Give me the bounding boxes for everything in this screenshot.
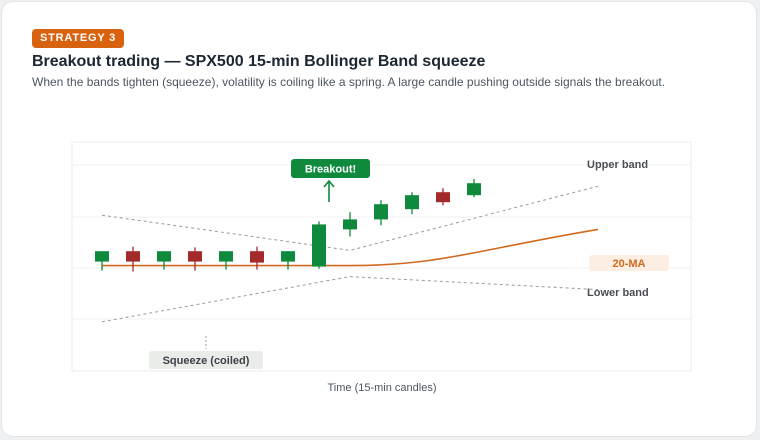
candle	[250, 246, 264, 270]
candle-body	[126, 251, 140, 262]
lower-band-line	[101, 276, 599, 323]
candle-body	[374, 204, 388, 220]
lower-band-label: Lower band	[587, 287, 649, 299]
candle	[95, 251, 109, 271]
candle-body	[188, 251, 202, 262]
ma-label-pill	[589, 255, 669, 271]
upper-band-label: Upper band	[587, 159, 648, 171]
candle	[343, 212, 357, 237]
candle	[157, 251, 171, 270]
candle-body	[250, 251, 264, 263]
candle	[405, 192, 419, 215]
candle-body	[219, 251, 233, 262]
candle-body	[405, 195, 419, 210]
bands-layer	[101, 185, 599, 323]
breakout-arrow-icon	[323, 179, 335, 188]
breakout-label: Breakout!	[305, 164, 356, 176]
breakout-callout	[291, 159, 370, 178]
candle-body	[157, 251, 171, 262]
candle	[467, 179, 481, 198]
chart-grid	[71, 141, 692, 372]
candle-body	[312, 224, 326, 267]
card-title: Breakout trading — SPX500 15-min Bolling…	[32, 53, 486, 70]
strategy-badge: STRATEGY 3	[32, 29, 125, 48]
candle	[281, 251, 295, 270]
candle-body	[467, 183, 481, 196]
candle	[188, 247, 202, 271]
squeeze-label: Squeeze (coiled)	[163, 355, 250, 367]
upper-band-line	[101, 185, 599, 251]
ma-label: 20-MA	[612, 258, 645, 270]
x-axis-label: Time (15-min candles)	[327, 382, 436, 394]
card-subtitle: When the bands tighten (squeeze), volati…	[32, 75, 666, 89]
candle	[219, 251, 233, 270]
candle	[126, 246, 140, 272]
candle-body	[343, 219, 357, 230]
squeeze-pill	[149, 351, 263, 369]
candle-body	[95, 251, 109, 262]
candle	[312, 221, 326, 269]
candle	[436, 188, 450, 206]
candle-body	[281, 251, 295, 262]
ma-line	[102, 228, 599, 267]
candle-body	[436, 192, 450, 203]
candle	[374, 200, 388, 226]
plot-frame	[71, 141, 692, 372]
candles-layer	[95, 179, 481, 272]
labels-layer: Upper band Lower band 20-MA Breakout! Sq…	[149, 159, 669, 394]
